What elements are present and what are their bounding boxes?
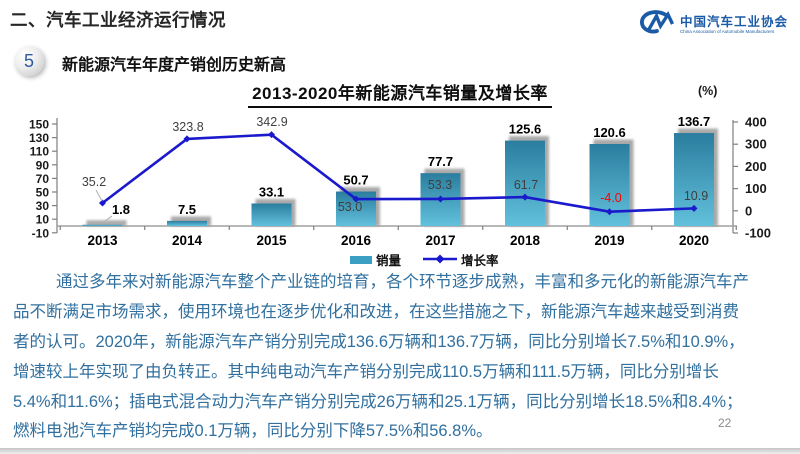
svg-text:70: 70 (36, 172, 50, 186)
svg-text:110: 110 (30, 145, 50, 159)
svg-text:2017: 2017 (425, 233, 455, 248)
section-number-badge: 5 (14, 46, 44, 76)
svg-text:2018: 2018 (510, 233, 541, 248)
logo-monogram-icon (635, 10, 675, 41)
svg-text:300: 300 (745, 137, 767, 152)
svg-text:125.6: 125.6 (509, 122, 542, 137)
svg-text:-100: -100 (745, 226, 771, 241)
slide-subtitle: 新能源汽车年度产销创历史新高 (62, 57, 287, 74)
legend-sales-swatch-icon (350, 255, 372, 264)
body-text-line: 增速较上年实现了由负转正。其中纯电动汽车产销分别完成110.5万辆和111.5万… (13, 362, 719, 381)
svg-text:2020: 2020 (679, 233, 709, 248)
svg-text:100: 100 (745, 181, 767, 196)
svg-text:342.9: 342.9 (256, 115, 287, 129)
chart-legend: 销量 增长率 (350, 250, 499, 269)
legend-growth-marker-icon (423, 253, 458, 267)
svg-text:50: 50 (36, 186, 50, 200)
body-text-line: 燃料电池汽车产销均完成0.1万辆，同比分别下降57.5%和56.8%。 (13, 422, 493, 441)
svg-text:35.2: 35.2 (82, 175, 106, 189)
svg-text:53.3: 53.3 (428, 178, 452, 192)
svg-text:1.8: 1.8 (112, 202, 130, 217)
svg-text:-10: -10 (32, 226, 50, 240)
legend-sales-label: 销量 (376, 254, 402, 268)
svg-text:61.7: 61.7 (514, 178, 538, 192)
chart-title: 2013-2020年新能源汽车销量及增长率 (248, 79, 552, 108)
section-title: 二、汽车工业经济运行情况 (10, 10, 226, 30)
svg-text:136.7: 136.7 (678, 114, 711, 129)
body-text-line: 者的认可。2020年，新能源汽车产销分别完成136.6万辆和136.7万辆，同比… (13, 332, 745, 351)
svg-text:7.5: 7.5 (178, 202, 196, 217)
body-text: 通过多年来对新能源汽车整个产业链的培育，各个环节逐步成熟，丰富和多元化的新能源汽… (13, 268, 794, 447)
svg-text:150: 150 (29, 118, 49, 132)
svg-text:2014: 2014 (172, 233, 203, 248)
svg-text:90: 90 (36, 158, 50, 172)
svg-text:53.0: 53.0 (338, 200, 362, 214)
svg-text:2016: 2016 (341, 233, 372, 248)
svg-text:2019: 2019 (594, 233, 624, 248)
svg-text:200: 200 (745, 159, 767, 174)
logo-text: 中国汽车工业协会 China Association of Automobile… (679, 15, 788, 35)
legend-item-sales: 销量 (350, 250, 401, 269)
svg-text:400: 400 (745, 115, 767, 130)
svg-text:50.7: 50.7 (343, 173, 368, 188)
svg-text:323.8: 323.8 (172, 120, 203, 134)
svg-text:33.1: 33.1 (259, 184, 284, 199)
svg-text:120.6: 120.6 (593, 125, 626, 140)
logo-org-name-cn: 中国汽车工业协会 (679, 15, 788, 30)
body-text-line: 品不断满足市场需求，使用环境也在逐步优化和改进，在这些措施之下，新能源汽车越来越… (13, 302, 739, 321)
org-logo: 中国汽车工业协会 China Association of Automobile… (635, 10, 788, 41)
svg-text:10: 10 (36, 213, 50, 227)
legend-item-growth: 增长率 (423, 250, 499, 269)
body-text-line: 通过多年来对新能源汽车整个产业链的培育，各个环节逐步成熟，丰富和多元化的新能源汽… (56, 273, 749, 291)
logo-org-name-en: China Association of Automobile Manufact… (679, 28, 775, 34)
svg-text:2015: 2015 (256, 233, 287, 248)
chart-title-wrap: 2013-2020年新能源汽车销量及增长率 (0, 79, 800, 108)
svg-text:0: 0 (745, 203, 752, 218)
right-axis-unit-label: (%) (698, 84, 718, 98)
svg-text:30: 30 (36, 199, 50, 213)
svg-text:10.9: 10.9 (684, 189, 708, 203)
legend-growth-label: 增长率 (461, 254, 499, 268)
body-text-line: 5.4%和11.6%；插电式混合动力汽车产销分别完成26万辆和25.1万辆，同比… (13, 392, 743, 411)
svg-text:2013: 2013 (87, 233, 118, 248)
page-number: 22 (718, 416, 732, 430)
svg-text:130: 130 (29, 131, 49, 145)
bottom-edge-strip (0, 448, 800, 454)
svg-text:-4.0: -4.0 (600, 191, 622, 205)
svg-text:77.7: 77.7 (428, 154, 453, 169)
